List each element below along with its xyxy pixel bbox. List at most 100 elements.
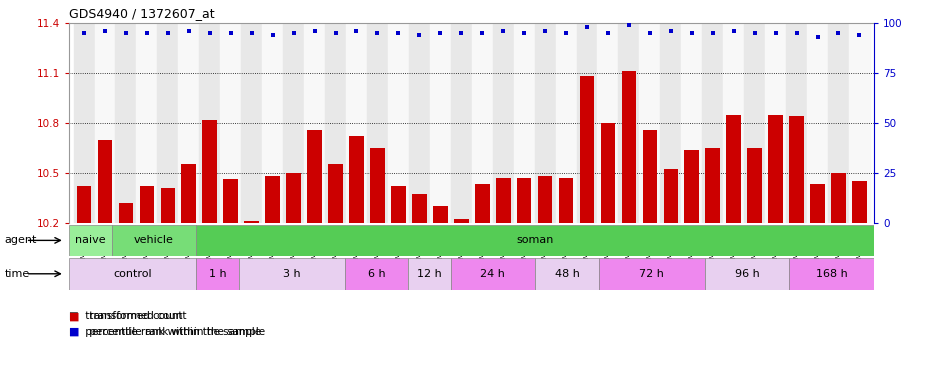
Text: 12 h: 12 h xyxy=(417,269,442,279)
Text: 6 h: 6 h xyxy=(367,269,386,279)
Bar xyxy=(239,258,345,290)
Text: 1 h: 1 h xyxy=(209,269,227,279)
Bar xyxy=(643,129,658,223)
Bar xyxy=(598,258,705,290)
Text: soman: soman xyxy=(516,235,554,245)
Bar xyxy=(706,148,720,223)
Text: agent: agent xyxy=(5,235,37,245)
Bar xyxy=(769,114,783,223)
Bar xyxy=(660,23,682,223)
Bar xyxy=(328,164,343,223)
Bar xyxy=(726,114,741,223)
Bar xyxy=(789,258,874,290)
Text: ■  transformed count: ■ transformed count xyxy=(69,311,183,321)
Bar xyxy=(69,225,112,256)
Bar xyxy=(598,23,619,223)
Bar xyxy=(789,116,804,223)
Text: naive: naive xyxy=(75,235,105,245)
Bar xyxy=(433,206,448,223)
Text: 168 h: 168 h xyxy=(816,269,847,279)
Bar xyxy=(684,149,699,223)
Text: 96 h: 96 h xyxy=(734,269,759,279)
Text: GDS4940 / 1372607_at: GDS4940 / 1372607_at xyxy=(69,7,215,20)
Text: ■: ■ xyxy=(69,327,80,337)
Bar xyxy=(493,23,513,223)
Bar xyxy=(622,71,636,223)
Bar xyxy=(265,176,280,223)
Bar xyxy=(472,23,493,223)
Bar xyxy=(262,23,283,223)
Bar xyxy=(408,258,450,290)
Bar xyxy=(69,258,196,290)
Bar xyxy=(74,23,94,223)
Bar xyxy=(852,181,867,223)
Bar xyxy=(304,23,325,223)
Bar xyxy=(535,23,556,223)
Bar xyxy=(345,258,408,290)
Bar xyxy=(307,129,322,223)
Bar xyxy=(157,23,179,223)
Text: 24 h: 24 h xyxy=(480,269,505,279)
Text: control: control xyxy=(114,269,153,279)
Bar xyxy=(747,148,762,223)
Bar xyxy=(161,188,175,223)
Bar xyxy=(77,186,92,223)
Text: transformed count: transformed count xyxy=(86,311,187,321)
Bar xyxy=(196,258,239,290)
Bar xyxy=(682,23,702,223)
Bar xyxy=(828,23,849,223)
Bar xyxy=(807,23,828,223)
Bar xyxy=(810,184,825,223)
Bar xyxy=(580,76,595,223)
Bar xyxy=(745,23,765,223)
Bar xyxy=(537,176,552,223)
Bar xyxy=(663,169,678,223)
Bar xyxy=(576,23,598,223)
Bar xyxy=(475,184,489,223)
Bar xyxy=(517,178,532,223)
Text: ■  percentile rank within the sample: ■ percentile rank within the sample xyxy=(69,327,262,337)
Bar xyxy=(849,23,870,223)
Text: 48 h: 48 h xyxy=(555,269,579,279)
Bar xyxy=(600,123,615,223)
Bar xyxy=(181,164,196,223)
Bar xyxy=(349,136,364,223)
Bar xyxy=(137,23,157,223)
Bar xyxy=(118,203,133,223)
Bar xyxy=(94,23,116,223)
Bar xyxy=(765,23,786,223)
Bar xyxy=(346,23,367,223)
Bar xyxy=(513,23,535,223)
Bar xyxy=(705,258,789,290)
Bar xyxy=(241,23,262,223)
Text: 3 h: 3 h xyxy=(283,269,301,279)
Bar xyxy=(832,173,845,223)
Bar xyxy=(559,178,574,223)
Bar xyxy=(196,225,874,256)
Bar xyxy=(409,23,430,223)
Bar xyxy=(325,23,346,223)
Bar xyxy=(412,194,426,223)
Text: time: time xyxy=(5,269,30,279)
Bar xyxy=(619,23,639,223)
Bar xyxy=(179,23,199,223)
Bar xyxy=(639,23,660,223)
Bar xyxy=(112,225,196,256)
Bar xyxy=(702,23,723,223)
Bar xyxy=(286,173,301,223)
Bar xyxy=(450,258,536,290)
Bar xyxy=(388,23,409,223)
Bar xyxy=(367,23,388,223)
Bar xyxy=(283,23,304,223)
Bar xyxy=(370,148,385,223)
Bar xyxy=(430,23,450,223)
Bar xyxy=(244,221,259,223)
Bar xyxy=(496,178,511,223)
Bar xyxy=(723,23,745,223)
Bar xyxy=(203,119,217,223)
Text: percentile rank within the sample: percentile rank within the sample xyxy=(86,327,265,337)
Bar xyxy=(536,258,598,290)
Bar xyxy=(450,23,472,223)
Bar xyxy=(220,23,241,223)
Text: vehicle: vehicle xyxy=(134,235,174,245)
